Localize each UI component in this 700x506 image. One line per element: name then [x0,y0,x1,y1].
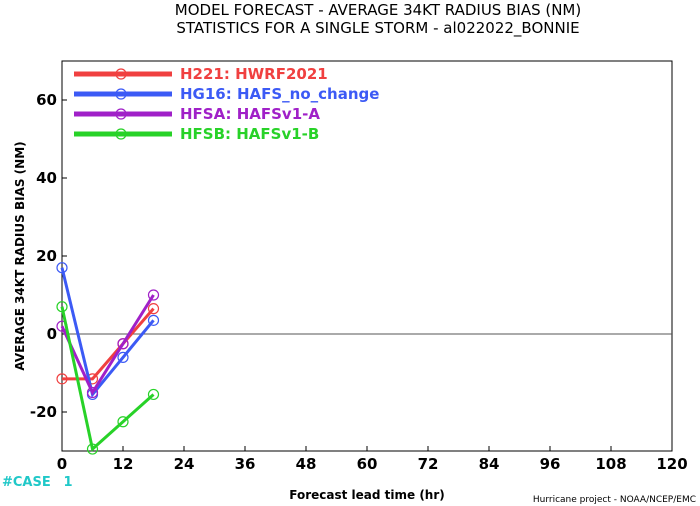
series-layer [56,262,160,455]
data-point [147,314,160,326]
legend-marker [115,68,127,80]
data-point [56,262,68,274]
credit-text: Hurricane project - NOAA/NCEP/EMC [533,495,696,505]
data-point [147,289,160,301]
x-tick-label: 12 [113,455,134,473]
chart-subtitle: STATISTICS FOR A SINGLE STORM - al022022… [176,19,579,38]
x-tick-label: 84 [479,455,500,473]
x-axis-label: Forecast lead time (hr) [289,488,445,502]
y-tick-label: 40 [36,169,57,187]
legend-item-hfsa: HFSA: HAFSv1-A [74,105,320,123]
x-tick-label: 72 [418,455,439,473]
x-tick-label: 0 [57,455,67,473]
y-axis-label: AVERAGE 34KT RADIUS BIAS (NM) [13,141,27,370]
plot-area: 0 12 24 36 48 60 72 84 96 108 120 -20 0 20 40 60 [30,60,688,473]
data-point [117,416,129,428]
plot-frame [61,60,673,452]
y-tick-label: -20 [30,403,57,421]
legend-label: HFSB: HAFSv1-B [180,125,319,143]
legend-item-h221: H221: HWRF2021 [74,65,328,83]
x-tick-label: 108 [595,455,626,473]
legend-marker [115,88,127,100]
series-hfsb [56,301,160,455]
data-point [117,351,129,363]
series-line [60,267,155,398]
y-axis: -20 0 20 40 60 [30,91,67,421]
x-tick-label: 60 [357,455,378,473]
case-row: #CASE 1 [2,475,73,490]
y-tick-label: 20 [36,247,57,265]
data-point [56,373,68,385]
x-tick-label: 36 [235,455,256,473]
legend-label: HG16: HAFS_no_change [180,85,379,103]
x-tick-label: 96 [540,455,561,473]
legend-marker [115,108,127,120]
series-line [60,294,155,396]
data-point [147,388,160,401]
series-hfsa [56,289,160,399]
x-axis: 0 12 24 36 48 60 72 84 96 108 120 [57,446,688,473]
legend-marker [115,128,127,140]
legend-item-hfsb: HFSB: HAFSv1-B [74,125,319,143]
legend-label: H221: HWRF2021 [180,65,328,83]
legend: H221: HWRF2021 HG16: HAFS_no_change HFSA: … [74,65,379,143]
series-line [60,306,155,452]
y-tick-label: 60 [36,91,57,109]
x-tick-label: 48 [296,455,317,473]
data-point [147,303,160,315]
chart-title: MODEL FORECAST - AVERAGE 34KT RADIUS BIA… [175,1,581,19]
legend-label: HFSA: HAFSv1-A [180,105,320,123]
x-tick-label: 24 [174,455,195,473]
case-count: 1 [63,475,72,490]
data-point [86,386,99,399]
data-point [56,301,68,313]
data-point [117,338,129,350]
y-tick-label: 0 [47,325,57,343]
x-tick-label: 120 [656,455,687,473]
legend-item-hg16: HG16: HAFS_no_change [74,85,379,103]
data-point [86,443,99,455]
case-label: #CASE [2,475,51,490]
